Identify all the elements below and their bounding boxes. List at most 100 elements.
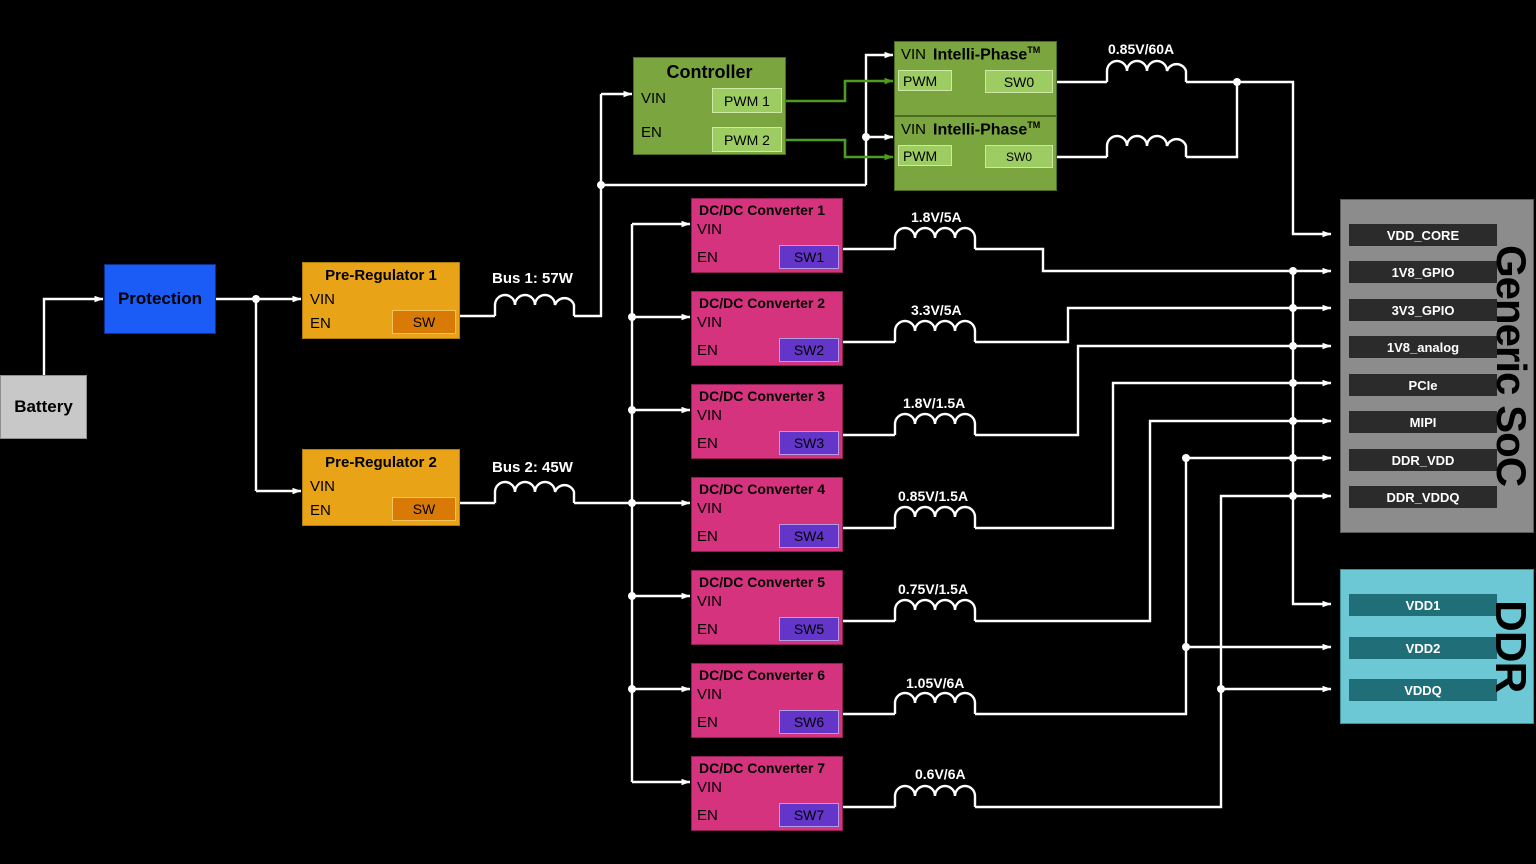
dcdc-converter-7-block[interactable]: DC/DC Converter 7 VIN EN SW7 <box>691 756 843 831</box>
dcdc-2-sw-pin[interactable]: SW2 <box>779 338 839 362</box>
ddr-rail-vdd2: VDD2 <box>1349 637 1497 659</box>
pre-regulator-2-block[interactable]: Pre-Regulator 2 VIN EN SW <box>302 449 460 526</box>
pre-regulator-1-sw-pin[interactable]: SW <box>392 310 456 334</box>
dcdc-6-vin-label: VIN <box>697 686 723 703</box>
intelli-phase-2-title: Intelli-PhaseTM <box>933 120 1040 139</box>
wire-bus1-riser <box>574 94 603 318</box>
dcdc-2-vin-label: VIN <box>697 314 723 331</box>
pre-regulator-2-sw-pin[interactable]: SW <box>392 497 456 521</box>
battery-label: Battery <box>14 397 73 416</box>
dcdc-5-sw-pin[interactable]: SW5 <box>779 617 839 641</box>
ddr-block[interactable]: VDD1 VDD2 VDDQ DDR <box>1340 569 1535 724</box>
intelli-phase-2-vin-label: VIN <box>901 121 927 138</box>
dcdc-4-en-label: EN <box>697 528 718 545</box>
wire-3v3-gpio <box>975 304 1332 344</box>
intelli-phase-1-block[interactable]: VIN Intelli-PhaseTM PWM SW0 <box>894 41 1057 116</box>
dcdc-7-sw-pin[interactable]: SW7 <box>779 803 839 827</box>
rail-label-0p85v-1p5a: 0.85V/1.5A <box>898 488 969 504</box>
wire-1v8-analog <box>975 342 1332 437</box>
intelli-phase-2-block[interactable]: VIN Intelli-PhaseTM PWM SW0 <box>894 116 1057 191</box>
pre-regulator-1-en-label: EN <box>310 315 331 332</box>
dcdc-3-sw-pin[interactable]: SW3 <box>779 431 839 455</box>
dcdc-6-title: DC/DC Converter 6 <box>699 667 826 683</box>
soc-rail-ddr-vddq: DDR_VDDQ <box>1349 486 1497 508</box>
intelli-phase-1-vin-label: VIN <box>901 46 927 63</box>
bus-2-label: Bus 2: 45W <box>492 459 573 476</box>
dcdc-converter-6-block[interactable]: DC/DC Converter 6 VIN EN SW6 <box>691 663 843 738</box>
wire-vddcore <box>1237 80 1332 238</box>
controller-pwm2-pin[interactable]: PWM 2 <box>712 127 782 152</box>
soc-rail-vdd-core: VDD_CORE <box>1349 224 1497 246</box>
rail-label-0p85v-60a: 0.85V/60A <box>1108 41 1175 57</box>
rail-label-3p3v-5a: 3.3V/5A <box>911 302 962 318</box>
ddr-label: DDR <box>1486 600 1535 693</box>
dcdc-7-en-label: EN <box>697 807 718 824</box>
dcdc-1-sw-pin[interactable]: SW1 <box>779 245 839 269</box>
controller-en-label: EN <box>641 124 662 141</box>
dcdc-4-vin-label: VIN <box>697 500 723 517</box>
dcdc-1-en-label: EN <box>697 249 718 266</box>
soc-rail-mipi: MIPI <box>1349 411 1497 433</box>
dcdc-7-vin-label: VIN <box>697 779 723 796</box>
wire-ddr-vddq <box>975 492 1332 809</box>
rail-label-1p05v-6a: 1.05V/6A <box>906 675 965 691</box>
generic-soc-block[interactable]: VDD_CORE 1V8_GPIO 3V3_GPIO 1V8_analog PC… <box>1340 199 1535 533</box>
dcdc-1-title: DC/DC Converter 1 <box>699 202 826 218</box>
intelli-phase-1-sw-pin[interactable]: SW0 <box>985 70 1053 93</box>
intelli-phase-1-title: Intelli-PhaseTM <box>933 45 1040 64</box>
dcdc-3-en-label: EN <box>697 435 718 452</box>
soc-rail-pcie: PCIe <box>1349 374 1497 396</box>
generic-soc-label: Generic SoC <box>1488 245 1535 487</box>
intelli-phase-1-name: Intelli-Phase <box>933 46 1028 64</box>
dcdc-7-title: DC/DC Converter 7 <box>699 760 826 776</box>
dcdc-6-sw-pin[interactable]: SW6 <box>779 710 839 734</box>
battery-block[interactable]: Battery <box>0 375 87 439</box>
dcdc-converter-2-block[interactable]: DC/DC Converter 2 VIN EN SW2 <box>691 291 843 366</box>
trademark-symbol: TM <box>1027 120 1041 130</box>
rail-label-1p8v-1p5a: 1.8V/1.5A <box>903 395 966 411</box>
soc-rail-ddr-vdd: DDR_VDD <box>1349 449 1497 471</box>
intelli-phase-2-name: Intelli-Phase <box>933 121 1028 139</box>
wire-1v8-gpio <box>975 247 1332 275</box>
controller-vin-label: VIN <box>641 90 667 107</box>
wire-pcie <box>975 379 1332 530</box>
controller-block[interactable]: Controller VIN EN PWM 1 PWM 2 <box>633 57 786 155</box>
protection-block[interactable]: Protection <box>104 264 216 334</box>
pre-regulator-1-block[interactable]: Pre-Regulator 1 VIN EN SW <box>302 262 460 339</box>
trademark-symbol: TM <box>1027 45 1041 55</box>
ddr-rail-vdd1: VDD1 <box>1349 594 1497 616</box>
ddr-rail-vddq: VDDQ <box>1349 679 1497 701</box>
dcdc-5-title: DC/DC Converter 5 <box>699 574 826 590</box>
dcdc-converter-1-block[interactable]: DC/DC Converter 1 VIN EN SW1 <box>691 198 843 273</box>
wire-ddr-vdd1 <box>1291 271 1332 608</box>
controller-pwm1-pin[interactable]: PWM 1 <box>712 88 782 113</box>
dcdc-6-en-label: EN <box>697 714 718 731</box>
soc-rail-1v8-gpio: 1V8_GPIO <box>1349 261 1497 283</box>
wire-pwm1 <box>786 77 894 103</box>
dcdc-1-vin-label: VIN <box>697 221 723 238</box>
controller-title: Controller <box>666 62 753 82</box>
intelli-phase-2-pwm-pin[interactable]: PWM <box>898 145 952 166</box>
dcdc-converter-3-block[interactable]: DC/DC Converter 3 VIN EN SW3 <box>691 384 843 459</box>
wire-pwm2 <box>786 138 894 161</box>
dcdc-2-title: DC/DC Converter 2 <box>699 295 826 311</box>
bus-1-label: Bus 1: 57W <box>492 270 573 287</box>
dcdc-3-title: DC/DC Converter 3 <box>699 388 826 404</box>
dcdc-3-vin-label: VIN <box>697 407 723 424</box>
dcdc-5-en-label: EN <box>697 621 718 638</box>
intelli-phase-1-pwm-pin[interactable]: PWM <box>898 70 952 91</box>
pre-regulator-2-title: Pre-Regulator 2 <box>325 454 437 471</box>
wire-ip1-vin <box>864 51 894 185</box>
pre-regulator-1-title: Pre-Regulator 1 <box>325 267 437 284</box>
pwm-wires <box>786 77 894 161</box>
soc-rail-1v8-analog: 1V8_analog <box>1349 336 1497 358</box>
dcdc-converter-5-block[interactable]: DC/DC Converter 5 VIN EN SW5 <box>691 570 843 645</box>
rail-label-0p6v-6a: 0.6V/6A <box>915 766 966 782</box>
dcdc-converter-4-block[interactable]: DC/DC Converter 4 VIN EN SW4 <box>691 477 843 552</box>
soc-rail-3v3-gpio: 3V3_GPIO <box>1349 299 1497 321</box>
intelli-phase-2-sw-pin[interactable]: SW0 <box>985 145 1053 168</box>
pre-regulator-1-vin-label: VIN <box>310 291 336 308</box>
dcdc-4-sw-pin[interactable]: SW4 <box>779 524 839 548</box>
protection-label: Protection <box>117 289 203 308</box>
